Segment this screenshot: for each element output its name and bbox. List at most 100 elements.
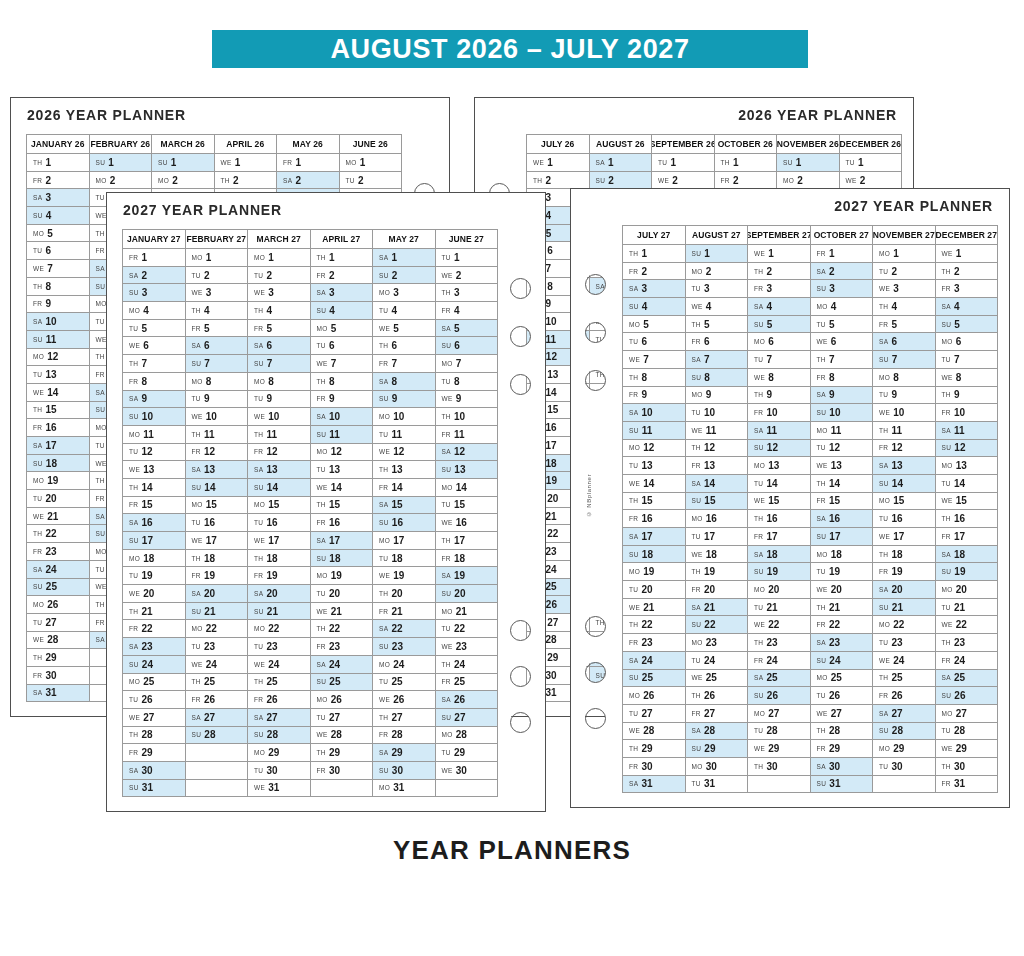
day-number: 12 bbox=[266, 446, 277, 457]
day-number: 18 bbox=[143, 553, 154, 564]
day-number: 10 bbox=[545, 316, 556, 327]
day-abbr: WE bbox=[533, 159, 544, 166]
day-cell: SU28 bbox=[186, 727, 249, 745]
day-number: 2 bbox=[141, 270, 147, 281]
day-number: 7 bbox=[892, 354, 898, 365]
day-number: 12 bbox=[393, 446, 404, 457]
day-number: 30 bbox=[706, 761, 717, 772]
day-cell: TH4 bbox=[873, 298, 936, 316]
day-cell: SA29 bbox=[373, 744, 436, 762]
day-abbr: SU bbox=[254, 608, 264, 615]
day-number: 10 bbox=[829, 407, 840, 418]
day-abbr: MO bbox=[879, 497, 890, 504]
day-number: 30 bbox=[45, 670, 56, 681]
day-number: 26 bbox=[141, 694, 152, 705]
day-abbr: TU bbox=[692, 533, 701, 540]
day-cell: WE6 bbox=[811, 333, 874, 351]
day-abbr: SU bbox=[192, 731, 202, 738]
day-number: 15 bbox=[704, 495, 715, 506]
day-number: 17 bbox=[704, 531, 715, 542]
day-cell: SA6 bbox=[248, 337, 311, 355]
day-cell: TU12 bbox=[811, 440, 874, 458]
day-cell: MO22 bbox=[186, 620, 249, 638]
day-number: 28 bbox=[204, 729, 215, 740]
day-number: 1 bbox=[141, 252, 147, 263]
day-abbr: TH bbox=[129, 731, 138, 738]
day-cell: MO27 bbox=[748, 705, 811, 723]
day-abbr: MO bbox=[379, 289, 390, 296]
day-number: 2 bbox=[329, 270, 335, 281]
day-cell: FR30 bbox=[27, 667, 90, 685]
day-number: 14 bbox=[643, 478, 654, 489]
day-abbr: TU bbox=[629, 462, 638, 469]
day-cell: TH11 bbox=[248, 426, 311, 444]
day-abbr: TH bbox=[942, 515, 951, 522]
day-number: 2 bbox=[860, 175, 866, 186]
day-number: 18 bbox=[454, 553, 465, 564]
day-abbr: FR bbox=[254, 448, 263, 455]
day-row: MO19TH19SU19TU19FR19SU19 bbox=[623, 563, 998, 581]
day-row: SU25WE25SA25MO25TH25SA25 bbox=[623, 670, 998, 688]
day-number: 7 bbox=[643, 354, 649, 365]
day-cell: SU4 bbox=[623, 298, 686, 316]
day-number: 13 bbox=[329, 464, 340, 475]
day-number: 21 bbox=[892, 602, 903, 613]
day-number: 12 bbox=[704, 442, 715, 453]
day-cell: FR12 bbox=[248, 444, 311, 462]
day-cell: FR17 bbox=[936, 528, 999, 546]
month-header: JULY 27 bbox=[623, 226, 686, 245]
day-number: 1 bbox=[829, 248, 835, 259]
day-number: 12 bbox=[954, 442, 965, 453]
day-abbr: SU bbox=[96, 406, 106, 413]
day-abbr: TU bbox=[846, 159, 855, 166]
day-number: 27 bbox=[454, 712, 465, 723]
day-number: 23 bbox=[706, 637, 717, 648]
day-abbr: SU bbox=[629, 427, 639, 434]
day-number: 18 bbox=[766, 549, 777, 560]
day-cell: SU14 bbox=[248, 479, 311, 497]
day-abbr: TU bbox=[442, 749, 451, 756]
day-abbr: SU bbox=[379, 395, 389, 402]
day-abbr: MO bbox=[629, 692, 640, 699]
day-abbr: TU bbox=[96, 566, 105, 573]
day-number: 26 bbox=[393, 694, 404, 705]
day-number: 7 bbox=[829, 354, 835, 365]
day-abbr: SA bbox=[96, 389, 105, 396]
day-abbr: SA bbox=[629, 409, 638, 416]
binder-hole bbox=[510, 712, 531, 733]
day-abbr: TH bbox=[629, 745, 638, 752]
day-abbr: MO bbox=[33, 477, 44, 484]
day-number: 28 bbox=[456, 729, 467, 740]
day-abbr: TH bbox=[879, 551, 888, 558]
day-number: 23 bbox=[829, 637, 840, 648]
day-row: TU20FR20MO20WE20SA20MO20 bbox=[623, 581, 998, 599]
day-abbr: FR bbox=[254, 572, 263, 579]
day-number: 27 bbox=[956, 708, 967, 719]
day-abbr: FR bbox=[96, 371, 105, 378]
day-number: 1 bbox=[391, 252, 397, 263]
day-cell: WE21 bbox=[623, 599, 686, 617]
day-cell: SU24 bbox=[123, 656, 186, 674]
day-cell: MO10 bbox=[373, 408, 436, 426]
day-number: 5 bbox=[204, 323, 210, 334]
day-number: 28 bbox=[892, 725, 903, 736]
day-number: 12 bbox=[829, 442, 840, 453]
day-number: 22 bbox=[768, 619, 779, 630]
day-abbr: MO bbox=[879, 745, 890, 752]
empty-cell bbox=[311, 780, 374, 798]
day-number: 28 bbox=[545, 634, 556, 645]
day-abbr: WE bbox=[817, 586, 828, 593]
day-cell: MO19 bbox=[623, 563, 686, 581]
day-cell: MO15 bbox=[248, 497, 311, 515]
day-number: 20 bbox=[143, 588, 154, 599]
day-abbr: MO bbox=[879, 621, 890, 628]
day-cell: TU7 bbox=[936, 351, 999, 369]
day-abbr: WE bbox=[33, 513, 44, 520]
month-header: APRIL 27 bbox=[311, 230, 374, 249]
day-number: 29 bbox=[329, 747, 340, 758]
day-number: 14 bbox=[204, 482, 215, 493]
day-cell: FR2 bbox=[623, 263, 686, 281]
day-cell: SA22 bbox=[373, 620, 436, 638]
day-abbr: MO bbox=[442, 484, 453, 491]
day-abbr: TU bbox=[692, 780, 701, 787]
